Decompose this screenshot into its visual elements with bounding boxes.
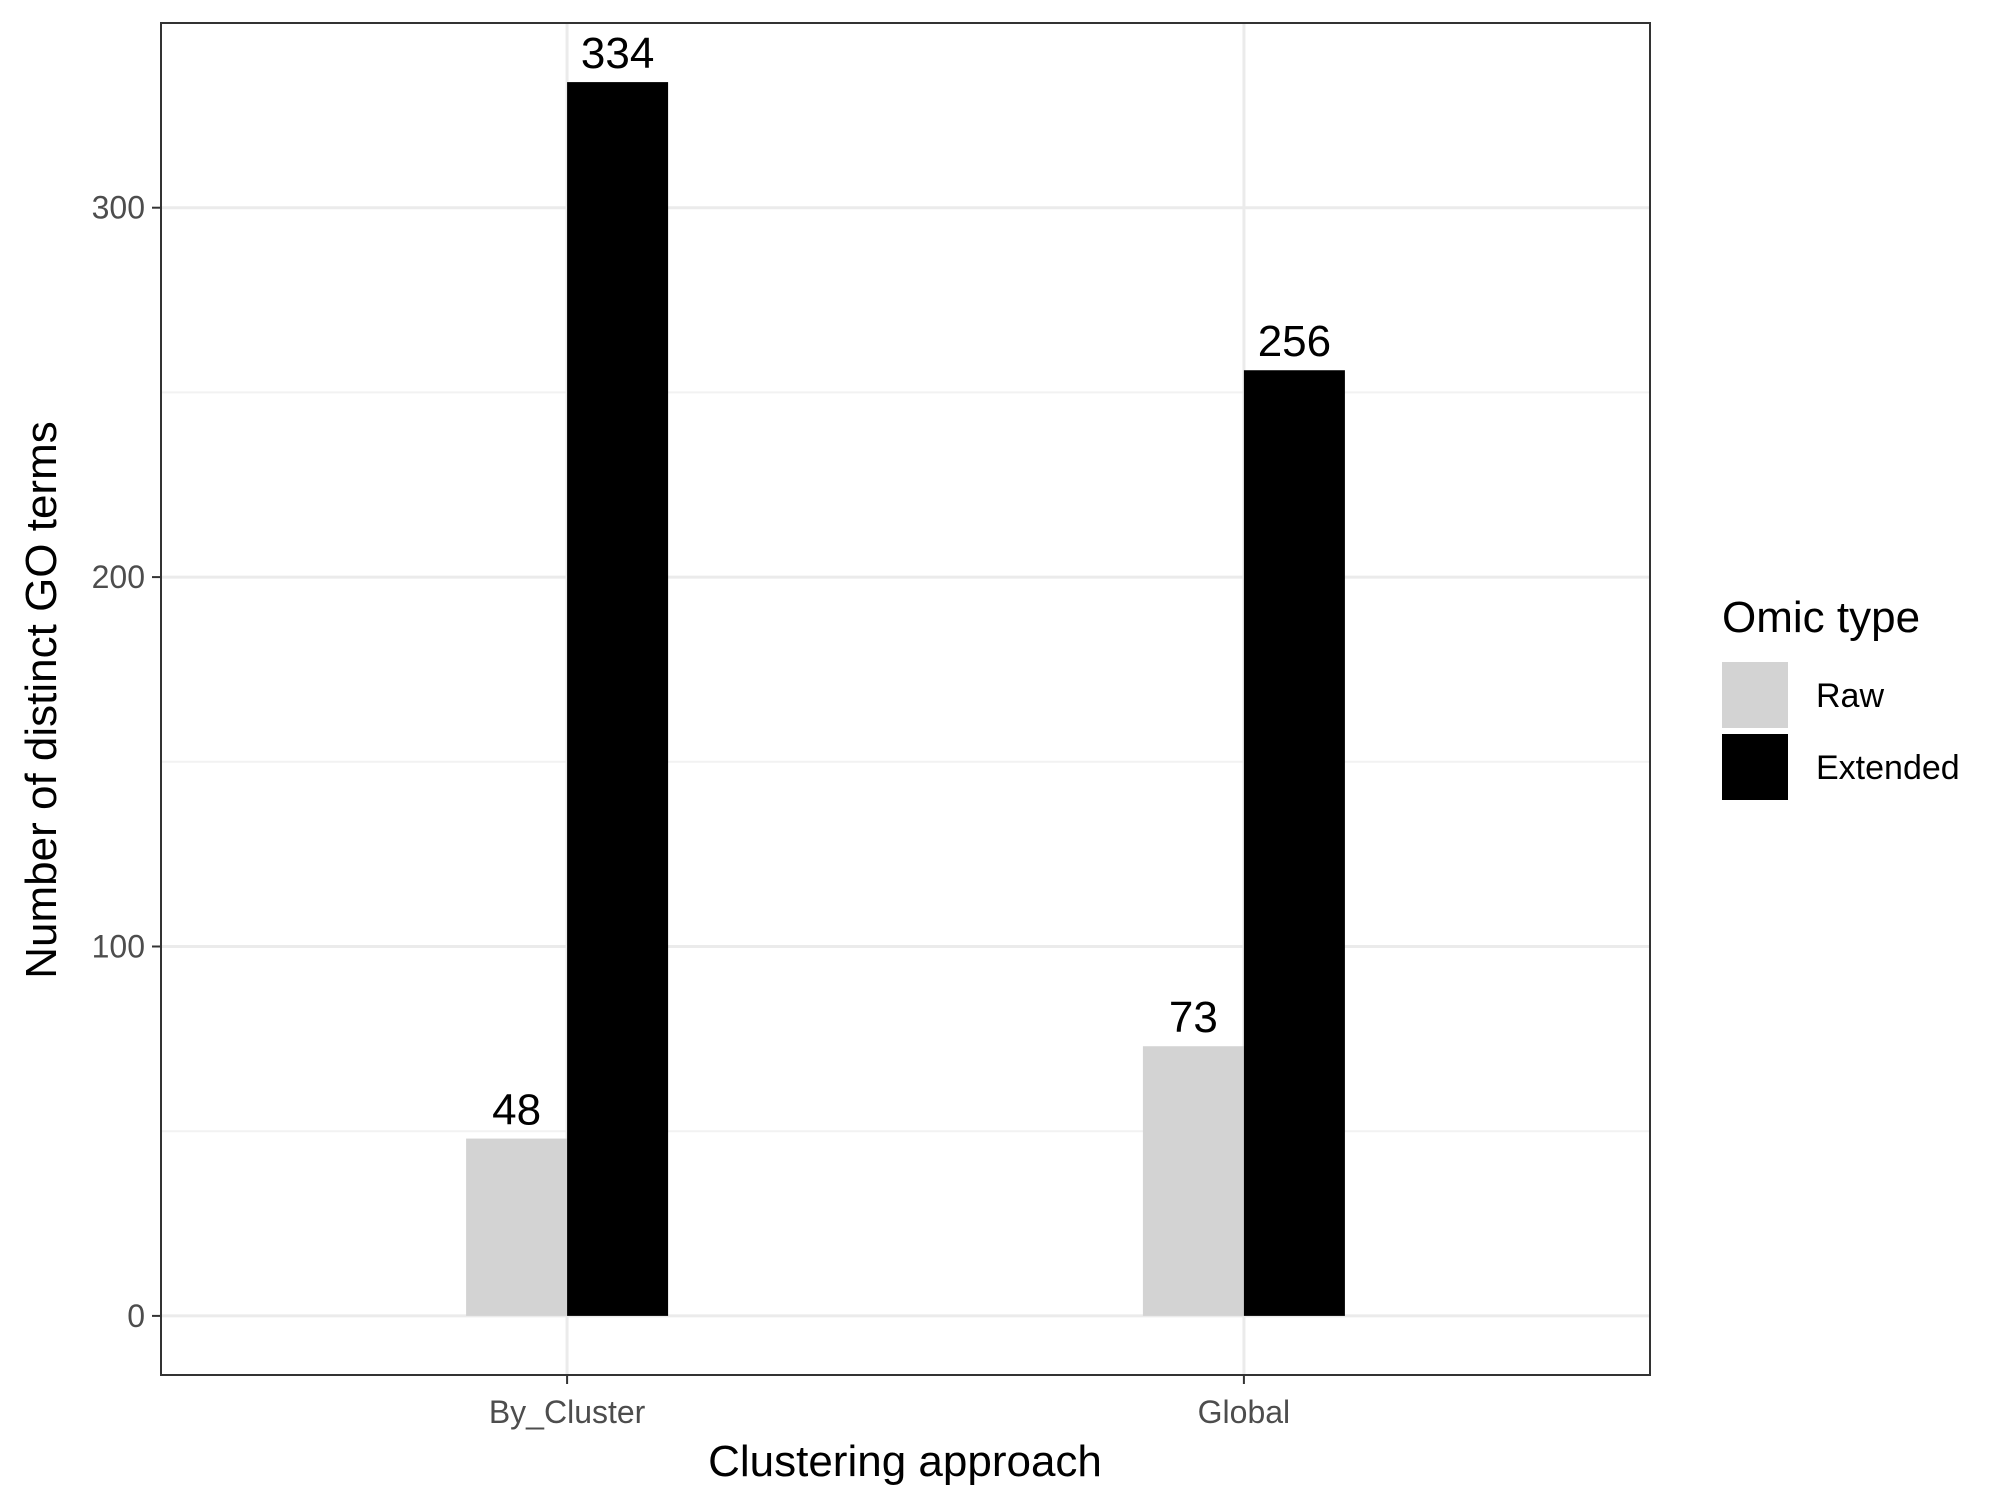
- legend-label-extended: Extended: [1816, 749, 1960, 787]
- legend-items: Raw Extended: [1722, 662, 1960, 800]
- y-tick-label: 200: [92, 559, 145, 595]
- data-label-layer: 48 73 334 256: [492, 29, 1331, 1134]
- x-tick-label: Global: [1198, 1394, 1291, 1430]
- data-label: 334: [581, 29, 654, 78]
- legend-label-raw: Raw: [1816, 677, 1884, 715]
- data-label: 73: [1169, 993, 1218, 1042]
- x-axis-title: Clustering approach: [708, 1437, 1102, 1486]
- legend-key-raw: [1722, 662, 1788, 728]
- legend-title: Omic type: [1722, 593, 1920, 642]
- y-tick-label: 300: [92, 190, 145, 226]
- data-label: 48: [492, 1086, 541, 1135]
- y-tick-label: 100: [92, 928, 145, 964]
- panel-border: [160, 22, 1651, 1376]
- legend-key-extended: [1722, 734, 1788, 800]
- data-label: 256: [1258, 317, 1331, 366]
- bar-raw-by_cluster: [466, 1138, 568, 1316]
- bar-extended-by_cluster: [567, 82, 669, 1316]
- y-tick-label: 0: [127, 1298, 145, 1334]
- legend: Omic type Raw Extended: [1722, 593, 1960, 800]
- y-axis-title: Number of distinct GO terms: [17, 421, 66, 978]
- bar-layer: [466, 82, 1345, 1316]
- bar-extended-global: [1243, 370, 1345, 1316]
- bar-raw-global: [1142, 1046, 1244, 1316]
- x-tick-label: By_Cluster: [489, 1394, 646, 1430]
- axis-layer: 0 100 200 300 By_Cluster Global: [92, 190, 1291, 1430]
